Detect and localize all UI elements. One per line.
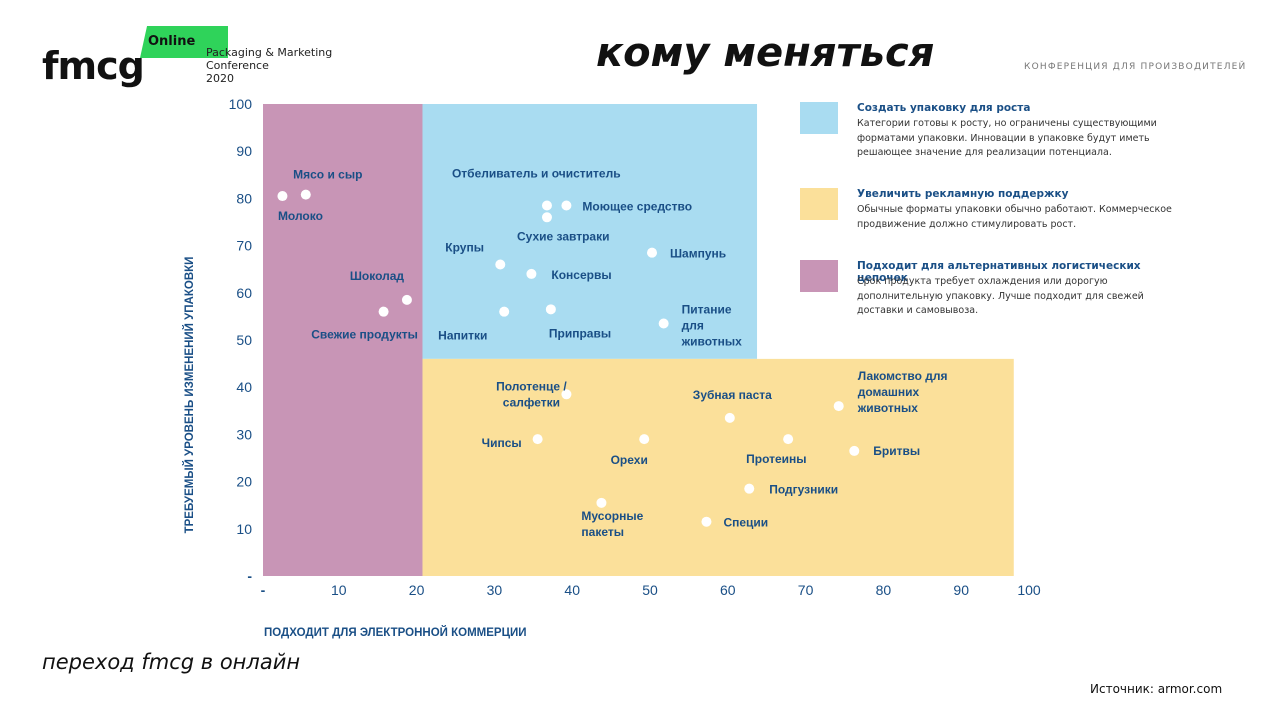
data-point-label: Шампунь	[670, 247, 726, 261]
y-tick-label: 90	[236, 143, 252, 159]
legend-title: Создать упаковку для роста	[857, 102, 1031, 114]
data-point	[744, 483, 755, 494]
data-point	[561, 200, 572, 211]
conference-name: Packaging & Marketing Conference 2020	[206, 46, 333, 85]
data-point-label: Сухие завтраки	[517, 229, 610, 243]
quadrant-region-1	[422, 104, 758, 359]
legend-swatch	[800, 102, 838, 134]
y-tick-label: 40	[236, 379, 252, 395]
data-point-label: Мусорные пакеты	[581, 509, 643, 539]
data-point	[378, 306, 389, 317]
y-tick-label: 100	[229, 96, 253, 112]
data-point-label: Приправы	[549, 326, 611, 340]
data-point	[849, 445, 860, 456]
legend-item-growth: Создать упаковку для роста Категории гот…	[800, 102, 1190, 182]
x-tick-label: 40	[564, 582, 580, 598]
data-point	[526, 268, 537, 279]
data-point-label: Орехи	[611, 453, 648, 467]
page-title: кому меняться	[596, 30, 935, 76]
data-point-label: Молоко	[278, 209, 323, 223]
data-point	[541, 200, 552, 211]
y-tick-label: 30	[236, 426, 252, 442]
source-note: Источник: armor.com	[1090, 682, 1223, 696]
legend-swatch	[800, 260, 838, 292]
data-point	[783, 434, 794, 445]
legend-desc: Категории готовы к росту, но ограничены …	[857, 118, 1157, 158]
data-point	[495, 259, 506, 270]
data-point-label: Чипсы	[482, 436, 522, 450]
data-point-label: Мясо и сыр	[293, 168, 362, 182]
legend-desc: Срок продукта требует охлаждения или дор…	[857, 276, 1144, 316]
fmcg-logo: fmcg Online	[42, 26, 228, 90]
data-point	[724, 412, 735, 423]
data-point	[300, 189, 311, 200]
data-point	[596, 497, 607, 508]
data-point	[545, 304, 556, 315]
data-point	[647, 247, 657, 258]
y-tick-label: 70	[236, 238, 252, 254]
y-tick-label: 80	[236, 190, 252, 206]
legend-item-logistics: Подходит для альтернативных логистически…	[800, 260, 1190, 340]
x-tick-label: 90	[953, 582, 969, 598]
data-point	[499, 306, 510, 317]
quadrant-region-0	[263, 104, 423, 576]
y-tick-label: 50	[236, 332, 252, 348]
data-point	[561, 389, 572, 400]
x-tick-label: 60	[720, 582, 736, 598]
data-point	[277, 191, 288, 202]
data-point-label: Напитки	[438, 329, 487, 343]
tagline: КОНФЕРЕНЦИЯ ДЛЯ ПРОИЗВОДИТЕЛЕЙ	[1024, 62, 1247, 72]
data-point-label: Свежие продукты	[311, 328, 418, 342]
legend-title: Увеличить рекламную поддержку	[857, 188, 1069, 200]
data-point-label: Шоколад	[350, 269, 405, 283]
data-point-label: Отбеливатель и очиститель	[452, 166, 621, 180]
y-tick-label: 10	[236, 521, 252, 537]
data-point	[833, 401, 844, 412]
data-point-label: Лакомство для домашних животных	[857, 369, 948, 415]
legend-item-advertising: Увеличить рекламную поддержку Обычные фо…	[800, 188, 1190, 268]
quadrant-region-2	[422, 358, 1014, 576]
data-point-label: Питание для животных	[681, 302, 743, 348]
data-point	[658, 318, 669, 329]
x-tick-label: 20	[409, 582, 425, 598]
logo-text: fmcg	[42, 44, 145, 88]
data-point	[701, 516, 712, 527]
y-tick-label: 20	[236, 474, 252, 490]
legend-swatch	[800, 188, 838, 220]
data-point-label: Консервы	[551, 268, 611, 282]
x-tick-label: -	[261, 582, 266, 598]
y-tick-label: 60	[236, 285, 252, 301]
data-point-label: Специи	[723, 516, 768, 530]
data-point-label: Моющее средство	[582, 199, 692, 213]
data-point	[541, 212, 552, 223]
y-axis-label: ТРЕБУЕМЫЙ УРОВЕНЬ ИЗМЕНЕНИЙ УПАКОВКИ	[183, 257, 196, 534]
data-point-label: Подгузники	[769, 483, 838, 497]
legend-desc: Обычные форматы упаковки обычно работают…	[857, 204, 1172, 230]
data-point-label: Полотенце / салфетки	[496, 379, 567, 409]
bottom-tagline: переход fmcg в онлайн	[42, 650, 301, 674]
data-point	[401, 294, 412, 305]
data-point-label: Крупы	[445, 240, 484, 254]
x-tick-label: 80	[876, 582, 892, 598]
x-tick-label: 50	[642, 582, 658, 598]
x-tick-label: 70	[798, 582, 814, 598]
logo-badge: Online	[140, 26, 228, 58]
data-point-label: Протеины	[746, 452, 806, 466]
y-tick-label: -	[247, 568, 252, 584]
x-tick-label: 10	[331, 582, 347, 598]
data-point	[639, 434, 650, 445]
x-axis-label: ПОДХОДИТ ДЛЯ ЭЛЕКТРОННОЙ КОММЕРЦИИ	[264, 626, 527, 639]
data-point-label: Зубная паста	[693, 388, 772, 402]
data-point	[532, 434, 543, 445]
x-tick-label: 100	[1017, 582, 1041, 598]
legend-title: Подходит для альтернативных логистически…	[857, 260, 1141, 284]
data-point-label: Бритвы	[873, 444, 920, 458]
x-tick-label: 30	[487, 582, 503, 598]
